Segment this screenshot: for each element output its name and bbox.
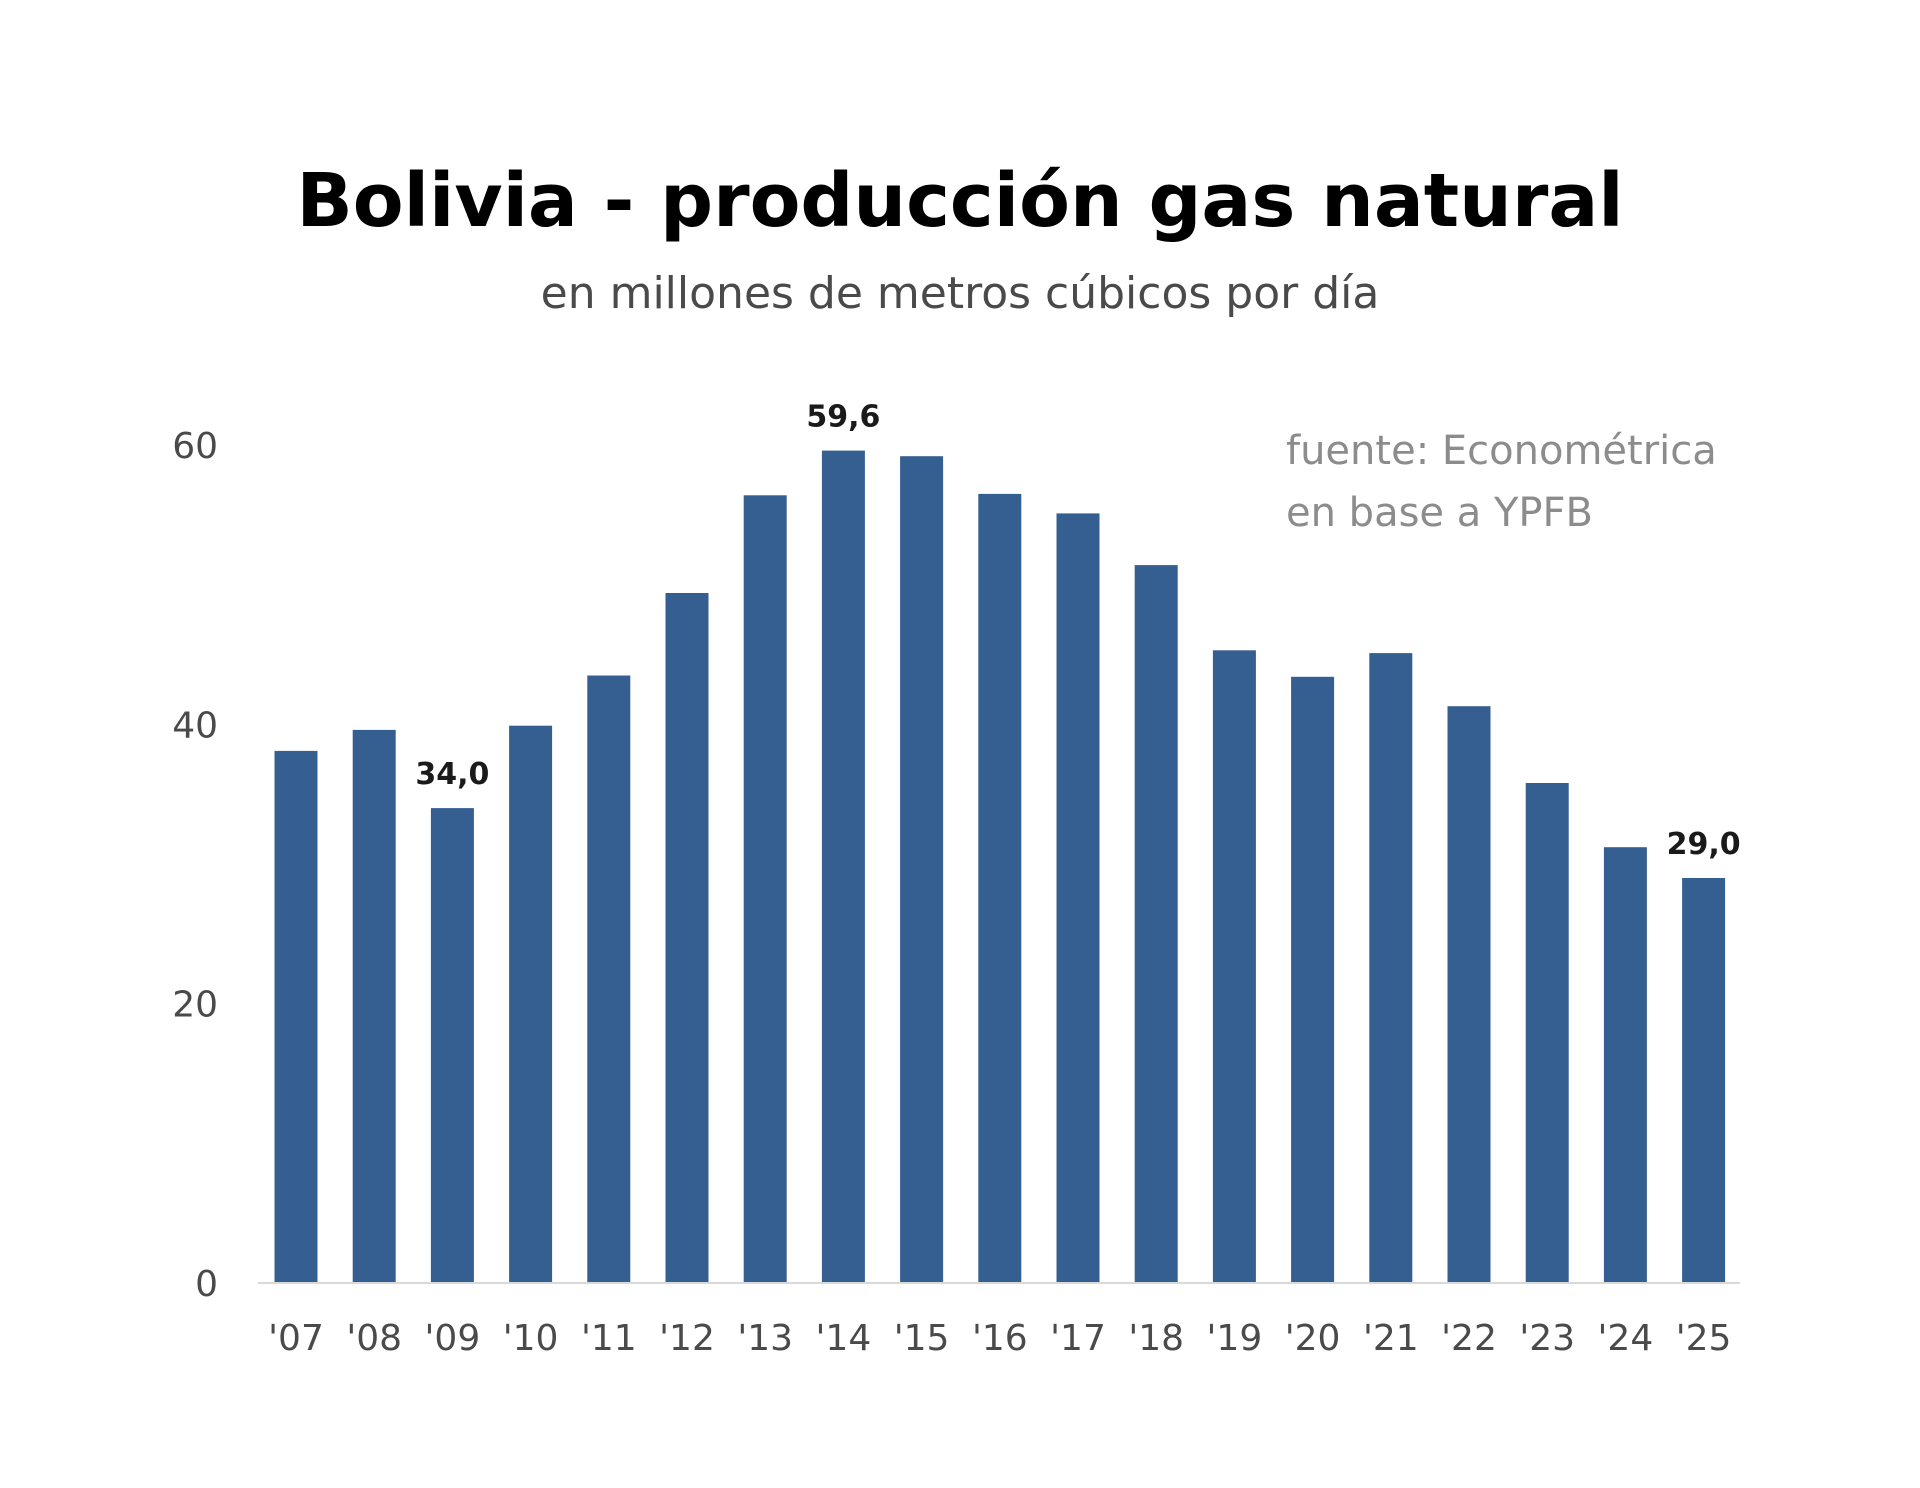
x-tick-label: '10	[503, 1318, 559, 1359]
x-tick-label: '19	[1207, 1318, 1263, 1359]
bar-8	[900, 456, 944, 1283]
bar-18	[1682, 878, 1726, 1283]
source-line-2: en base a YPFB	[1286, 490, 1593, 536]
x-tick-label: '15	[894, 1318, 950, 1359]
x-tick-label: '11	[581, 1318, 637, 1359]
x-tick-label: '12	[659, 1318, 715, 1359]
data-label: 34,0	[415, 757, 489, 792]
x-tick-label: '18	[1128, 1318, 1184, 1359]
bar-16	[1525, 783, 1569, 1283]
bar-14	[1369, 653, 1413, 1283]
bar-10	[1056, 513, 1100, 1283]
bar-3	[509, 725, 553, 1283]
bar-11	[1134, 565, 1178, 1283]
bar-13	[1291, 676, 1335, 1283]
data-labels-group: 34,0 59,6 29,0	[415, 400, 1740, 862]
y-tick-label: 60	[172, 426, 218, 467]
x-tick-label: '21	[1363, 1318, 1419, 1359]
bar-4	[587, 675, 631, 1283]
x-tick-label: '16	[972, 1318, 1028, 1359]
x-tick-label: '24	[1598, 1318, 1654, 1359]
bar-6	[743, 495, 787, 1283]
x-tick-label: '09	[425, 1318, 481, 1359]
data-label: 29,0	[1667, 827, 1741, 862]
bar-12	[1212, 650, 1256, 1283]
x-tick-label: '22	[1441, 1318, 1497, 1359]
bar-7	[821, 450, 865, 1284]
x-tick-label: '13	[737, 1318, 793, 1359]
x-axis-ticks: '07 '08 '09 '10 '11 '12 '13 '14 '15 '16 '17 '18 '19 '…	[268, 1318, 1731, 1359]
x-tick-label: '07	[268, 1318, 324, 1359]
y-tick-label: 40	[172, 705, 218, 746]
bar-9	[978, 493, 1022, 1283]
bars-group	[274, 450, 1726, 1284]
y-tick-label: 20	[172, 985, 218, 1026]
chart-title: Bolivia - producción gas natural	[296, 158, 1624, 244]
chart-subtitle: en millones de metros cúbicos por día	[540, 268, 1380, 319]
bar-0	[274, 750, 318, 1283]
source-line-1: fuente: Econométrica	[1286, 428, 1717, 474]
x-tick-label: '08	[346, 1318, 402, 1359]
x-tick-label: '20	[1285, 1318, 1341, 1359]
y-axis-ticks: 0 20 40 60	[172, 426, 218, 1305]
source-note: fuente: Econométrica en base a YPFB	[1286, 420, 1717, 544]
bar-5	[665, 593, 709, 1283]
y-tick-label: 0	[195, 1264, 218, 1305]
bar-1	[352, 729, 396, 1283]
bar-15	[1447, 706, 1491, 1283]
x-tick-label: '14	[816, 1318, 872, 1359]
bar-17	[1603, 847, 1647, 1283]
x-tick-label: '23	[1519, 1318, 1575, 1359]
bar-2	[430, 808, 474, 1283]
data-label: 59,6	[806, 400, 880, 435]
x-tick-label: '17	[1050, 1318, 1106, 1359]
x-tick-label: '25	[1676, 1318, 1732, 1359]
